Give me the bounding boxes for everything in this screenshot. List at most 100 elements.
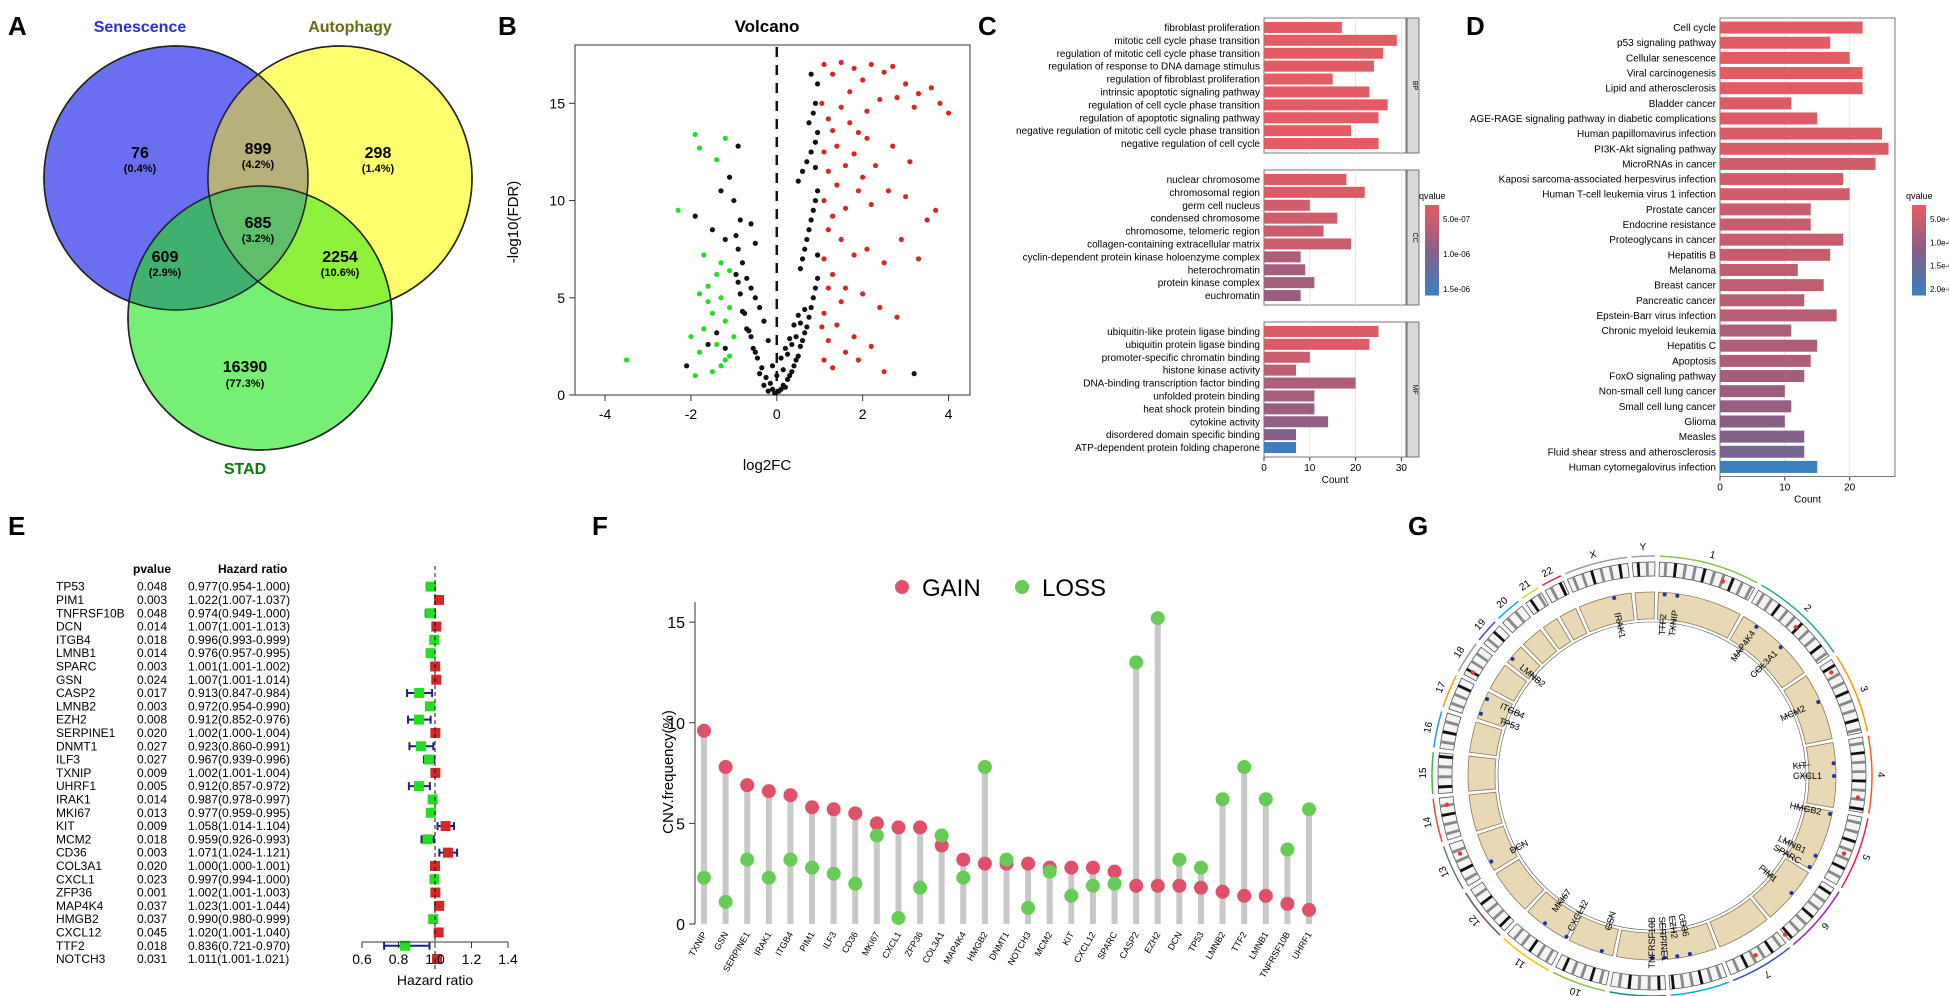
forest-pvalue: 0.003 <box>137 699 167 713</box>
kegg-category-label: FoxO signaling pathway <box>1609 372 1716 383</box>
forest-gene-label: DNMT1 <box>56 739 98 753</box>
forest-hr-text: 0.912(0.857-0.972) <box>188 779 290 793</box>
kegg-category-label: Proteoglycans in cancer <box>1609 235 1716 246</box>
volcano-point-up <box>834 182 840 188</box>
circos-cnv-mark <box>1457 851 1463 856</box>
circos-cytoband <box>1682 564 1688 579</box>
circos-gene-tick <box>1681 917 1686 932</box>
lolli-gene-label: CXCL1 <box>880 930 903 960</box>
volcano-point-down <box>701 252 707 258</box>
lolli-gain-dot <box>913 820 928 835</box>
circos-gene-track <box>1709 897 1768 948</box>
volcano-point-ns <box>799 337 806 344</box>
forest-hr-text: 0.977(0.959-0.995) <box>188 806 290 820</box>
volcano-point-ns <box>748 285 754 291</box>
forest-pvalue: 0.005 <box>137 779 167 793</box>
go-legend-swatch <box>1425 271 1439 275</box>
go-category-label: regulation of apoptotic signaling pathwa… <box>1079 113 1260 124</box>
lolli-loss-dot <box>1150 611 1165 626</box>
circos-cytoband <box>1706 967 1713 982</box>
volcano-point-ns <box>765 337 771 344</box>
go-legend-swatch <box>1425 286 1439 290</box>
circos-gene-track <box>1657 591 1741 639</box>
circos-chromosome-label: 8 <box>1698 993 1706 996</box>
circos-chromosome-arc <box>1631 555 1656 558</box>
go-category-label: protein kinase complex <box>1158 278 1260 289</box>
circos-gene-marker <box>1612 595 1617 600</box>
kegg-legend-swatch <box>1912 244 1926 248</box>
go-category-label: promoter-specific chromatin binding <box>1102 353 1260 364</box>
volcano-point-ns <box>791 322 797 328</box>
forest-pvalue: 0.009 <box>137 819 167 833</box>
go-bar <box>1264 99 1388 111</box>
forest-hr-text: 1.022(1.007-1.037) <box>188 593 290 607</box>
volcano-point-ns <box>804 159 810 165</box>
kegg-bar <box>1720 51 1850 64</box>
go-bar <box>1264 442 1297 454</box>
circos-chromosome-ideogram <box>1555 954 1610 986</box>
volcano-point-up <box>838 236 844 243</box>
circos-cnv-mark <box>1753 953 1758 958</box>
volcano-point-down <box>726 353 733 359</box>
forest-pvalue: 0.020 <box>137 859 167 873</box>
volcano-point-ns <box>814 275 821 281</box>
lolli-gene-label: CASP2 <box>1117 930 1140 961</box>
circos-gene-track <box>1559 608 1588 641</box>
lolli-ytick-label: 10 <box>667 716 685 733</box>
kegg-category-label: Breast cancer <box>1654 281 1716 292</box>
kegg-category-label: Prostate cancer <box>1646 205 1717 216</box>
volcano-point-ns <box>795 353 801 359</box>
go-xtick-label: 10 <box>1304 463 1316 474</box>
kegg-xtick-label: 10 <box>1779 483 1791 494</box>
volcano-point-ns <box>802 330 808 336</box>
volcano-point-up <box>911 104 917 110</box>
circos-gene-label: TNFRSF10B <box>1647 917 1657 969</box>
circos-cytoband <box>1679 973 1685 988</box>
circos-cytoband <box>1688 972 1695 987</box>
go-legend-swatch <box>1425 220 1439 224</box>
go-bar <box>1264 34 1397 46</box>
kegg-bar <box>1720 218 1811 231</box>
circos-cytoband <box>1470 660 1484 670</box>
volcano-point-ns <box>782 345 788 351</box>
circos-gene-track <box>1578 592 1635 633</box>
go-xtick-label: 20 <box>1350 463 1362 474</box>
circos-gene-tick <box>1782 839 1796 847</box>
kegg-legend-label: 5.0e-07 <box>1930 215 1949 224</box>
lolli-gain-dot <box>848 806 863 821</box>
volcano-point-down <box>722 357 728 363</box>
circos-gene-marker <box>1789 890 1794 895</box>
go-bar <box>1264 364 1297 376</box>
volcano-point-up <box>847 120 853 126</box>
volcano-point-up <box>890 143 896 149</box>
forest-hr-text: 1.002(1.000-1.004) <box>188 726 290 740</box>
circos-gene-tick <box>1796 764 1811 767</box>
venn-count-aut-stad: 2254 <box>322 249 358 266</box>
forest-estimate-square <box>400 940 411 951</box>
circos-cytoband <box>1838 844 1853 853</box>
volcano-point-ns <box>797 343 804 349</box>
go-facet-strip <box>1406 321 1420 458</box>
go-category-label: regulation of fibroblast proliferation <box>1107 75 1260 86</box>
circos-cytoband <box>1835 690 1850 699</box>
lolli-loss-dot <box>848 876 863 891</box>
venn-count-aut-only: 298 <box>365 145 392 162</box>
lolli-gene-label: TXNIP <box>687 930 709 958</box>
circos-cytoband <box>1788 920 1801 933</box>
volcano-point-up <box>842 205 849 211</box>
go-legend-swatch <box>1425 265 1439 269</box>
volcano-point-ns <box>802 306 808 313</box>
forest-gene-label: PIM1 <box>56 593 84 607</box>
volcano-point-down <box>705 283 711 289</box>
volcano-point-up <box>821 256 827 262</box>
go-bar <box>1264 21 1342 33</box>
go-xtick-label: 30 <box>1396 463 1408 474</box>
lolli-gene-label: TTF2 <box>1230 930 1249 954</box>
go-bar <box>1264 416 1329 428</box>
go-legend-swatch <box>1425 235 1439 239</box>
go-category-label: intrinsic apoptotic signaling pathway <box>1100 87 1260 98</box>
circos-chromosome-ideogram <box>1631 561 1656 578</box>
circos-cytoband <box>1514 610 1526 624</box>
volcano-point-up <box>851 334 857 340</box>
go-bar <box>1264 251 1301 263</box>
